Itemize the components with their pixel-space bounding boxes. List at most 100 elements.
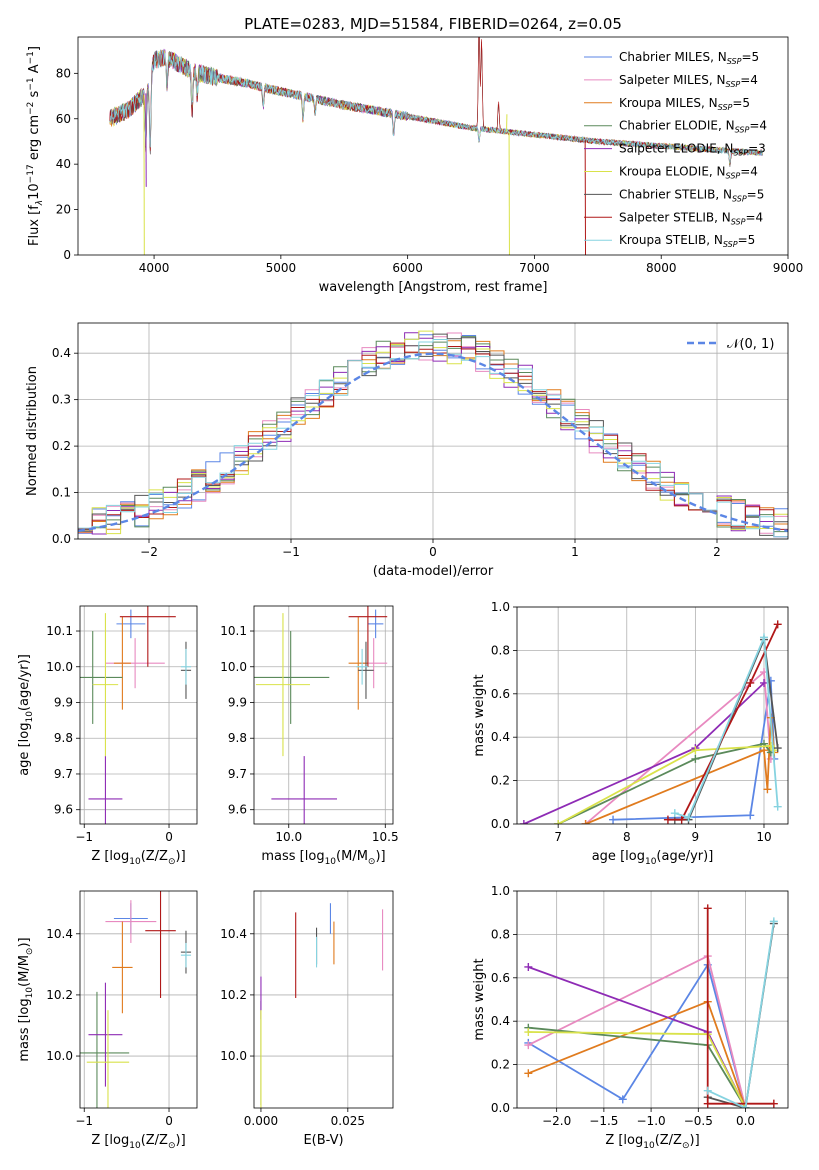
legend-sub: SSP	[733, 149, 748, 158]
weight-marker	[773, 744, 782, 753]
weight-marker	[670, 809, 679, 818]
weight-marker	[769, 917, 778, 926]
x-axis-label: (data-model)/error	[373, 564, 494, 579]
x-tick-label: 1	[571, 545, 579, 559]
label-part: )]	[176, 1133, 186, 1148]
weight-marker	[618, 1095, 627, 1104]
weight-line	[557, 742, 772, 824]
legend-text: Chabrier MILES, N	[619, 50, 727, 64]
axes-frame	[79, 605, 198, 825]
x-axis-label: age [log10(age/yr)]	[592, 849, 714, 867]
y-tick-label: 0.4	[52, 346, 71, 360]
residuals-panel: −2 −1 0 1 2 0.0 0.1 0.2 0.3 0.4 (data-model)/error…	[25, 322, 789, 579]
weight-line	[674, 637, 779, 819]
y-tick-label: 10.0	[46, 660, 73, 674]
plot-area	[109, 37, 763, 255]
label-part: 10	[27, 183, 42, 200]
weight-marker	[759, 633, 768, 642]
weight-marker	[763, 785, 772, 794]
label-part: mass [log	[261, 849, 324, 864]
weight-line	[706, 908, 774, 1105]
x-tick-label: 0.025	[331, 1114, 365, 1128]
label-part: (age/yr)]	[17, 654, 32, 711]
weight-marker	[524, 1069, 533, 1078]
mass-vs-metallicity-panel: −1 010.010.210.4Z [log10(Z/Z⊙)]mass [log1…	[17, 890, 198, 1151]
weight-line	[707, 923, 775, 1108]
axes-frame	[79, 890, 198, 1109]
y-axis-label: Flux [fλ10−17 erg cm−2 s−1 A−1]	[26, 46, 45, 246]
x-tick-label: 5000	[266, 261, 297, 275]
weight-line	[557, 744, 775, 824]
legend-entry: Chabrier ELODIE, NSSP=4	[619, 119, 767, 135]
weight-line	[523, 682, 765, 824]
legend-text: Salpeter STELIB, N	[619, 210, 731, 224]
y-tick-label: 10.0	[220, 660, 247, 674]
y-tick-label: 9.9	[54, 695, 73, 709]
label-part: (Z/Z	[655, 1133, 682, 1148]
weight-marker	[691, 746, 700, 755]
x-tick-label: −1.5	[589, 1114, 618, 1128]
label-part: ⊙	[368, 857, 376, 867]
legend-entry: Chabrier STELIB, NSSP=5	[619, 187, 764, 203]
legend-entry: Kroupa ELODIE, NSSP=4	[619, 165, 758, 181]
y-tick-label: 0.4	[491, 1014, 510, 1028]
y-tick-label: 0.2	[491, 774, 510, 788]
label-part: λ	[35, 200, 45, 206]
legend-tail: =4	[740, 73, 758, 87]
legend-entry: Kroupa MILES, NSSP=5	[619, 96, 750, 112]
legend-sub: SSP	[732, 194, 747, 203]
x-tick-label: 6000	[392, 261, 423, 275]
weight-line	[528, 1031, 747, 1108]
axes-frame	[516, 606, 789, 825]
axes-frame	[253, 605, 394, 825]
x-tick-label: 4000	[139, 261, 170, 275]
label-part: (Z/Z	[141, 849, 168, 864]
x-tick-label: 0	[165, 1114, 173, 1128]
y-tick-label: 80	[56, 66, 71, 80]
legend-sub: SSP	[731, 217, 746, 226]
legend-text: Kroupa STELIB, N	[619, 233, 723, 247]
legend-sub: SSP	[718, 103, 733, 112]
legend-text: Kroupa ELODIE, N	[619, 165, 726, 179]
axes-frame	[253, 890, 394, 1109]
legend-text: Salpeter ELODIE, N	[619, 142, 733, 156]
weight-marker	[703, 1086, 712, 1095]
y-tick-label: 10.2	[220, 988, 247, 1002]
legend-tail: =5	[747, 187, 765, 201]
legend-entry: 𝒩(0, 1)	[727, 337, 774, 352]
weight-marker	[581, 820, 590, 824]
legend: 𝒩(0, 1)	[687, 337, 774, 352]
x-tick-label: 10.0	[275, 830, 302, 844]
label-part: ⊙	[682, 1141, 690, 1151]
weight-marker	[769, 1099, 778, 1108]
plot-area	[254, 606, 388, 824]
weight-marker	[773, 620, 782, 629]
legend-entry: Kroupa STELIB, NSSP=5	[619, 233, 755, 249]
y-axis-label: mass [log10(M/M⊙)]	[17, 937, 35, 1061]
weight-marker	[663, 815, 672, 824]
weight-marker	[684, 813, 693, 822]
legend-tail: =3	[748, 142, 766, 156]
label-part: A	[27, 64, 42, 77]
weight-marker	[677, 815, 686, 824]
plot-area	[524, 904, 778, 1108]
x-tick-label: 9000	[773, 261, 804, 275]
label-part: Z [log	[605, 1133, 643, 1148]
y-tick-label: 0.0	[491, 817, 510, 831]
plot-area	[260, 903, 384, 1108]
label-part: (age/yr)]	[656, 849, 713, 864]
label-part: )]	[375, 849, 385, 864]
label-part: )]	[176, 849, 186, 864]
histogram-step	[78, 342, 788, 530]
legend-entry: Chabrier MILES, NSSP=5	[619, 50, 759, 66]
axes-frame	[77, 36, 789, 256]
x-tick-label: −1	[75, 830, 93, 844]
label-part: 10	[25, 987, 35, 999]
y-tick-label: 10.1	[220, 624, 247, 638]
legend-tail: =4	[740, 165, 758, 179]
weight-marker	[524, 1041, 533, 1050]
y-tick-label: 0.0	[491, 1101, 510, 1115]
label-part: )]	[690, 1133, 700, 1148]
x-tick-label: 10.5	[372, 830, 399, 844]
